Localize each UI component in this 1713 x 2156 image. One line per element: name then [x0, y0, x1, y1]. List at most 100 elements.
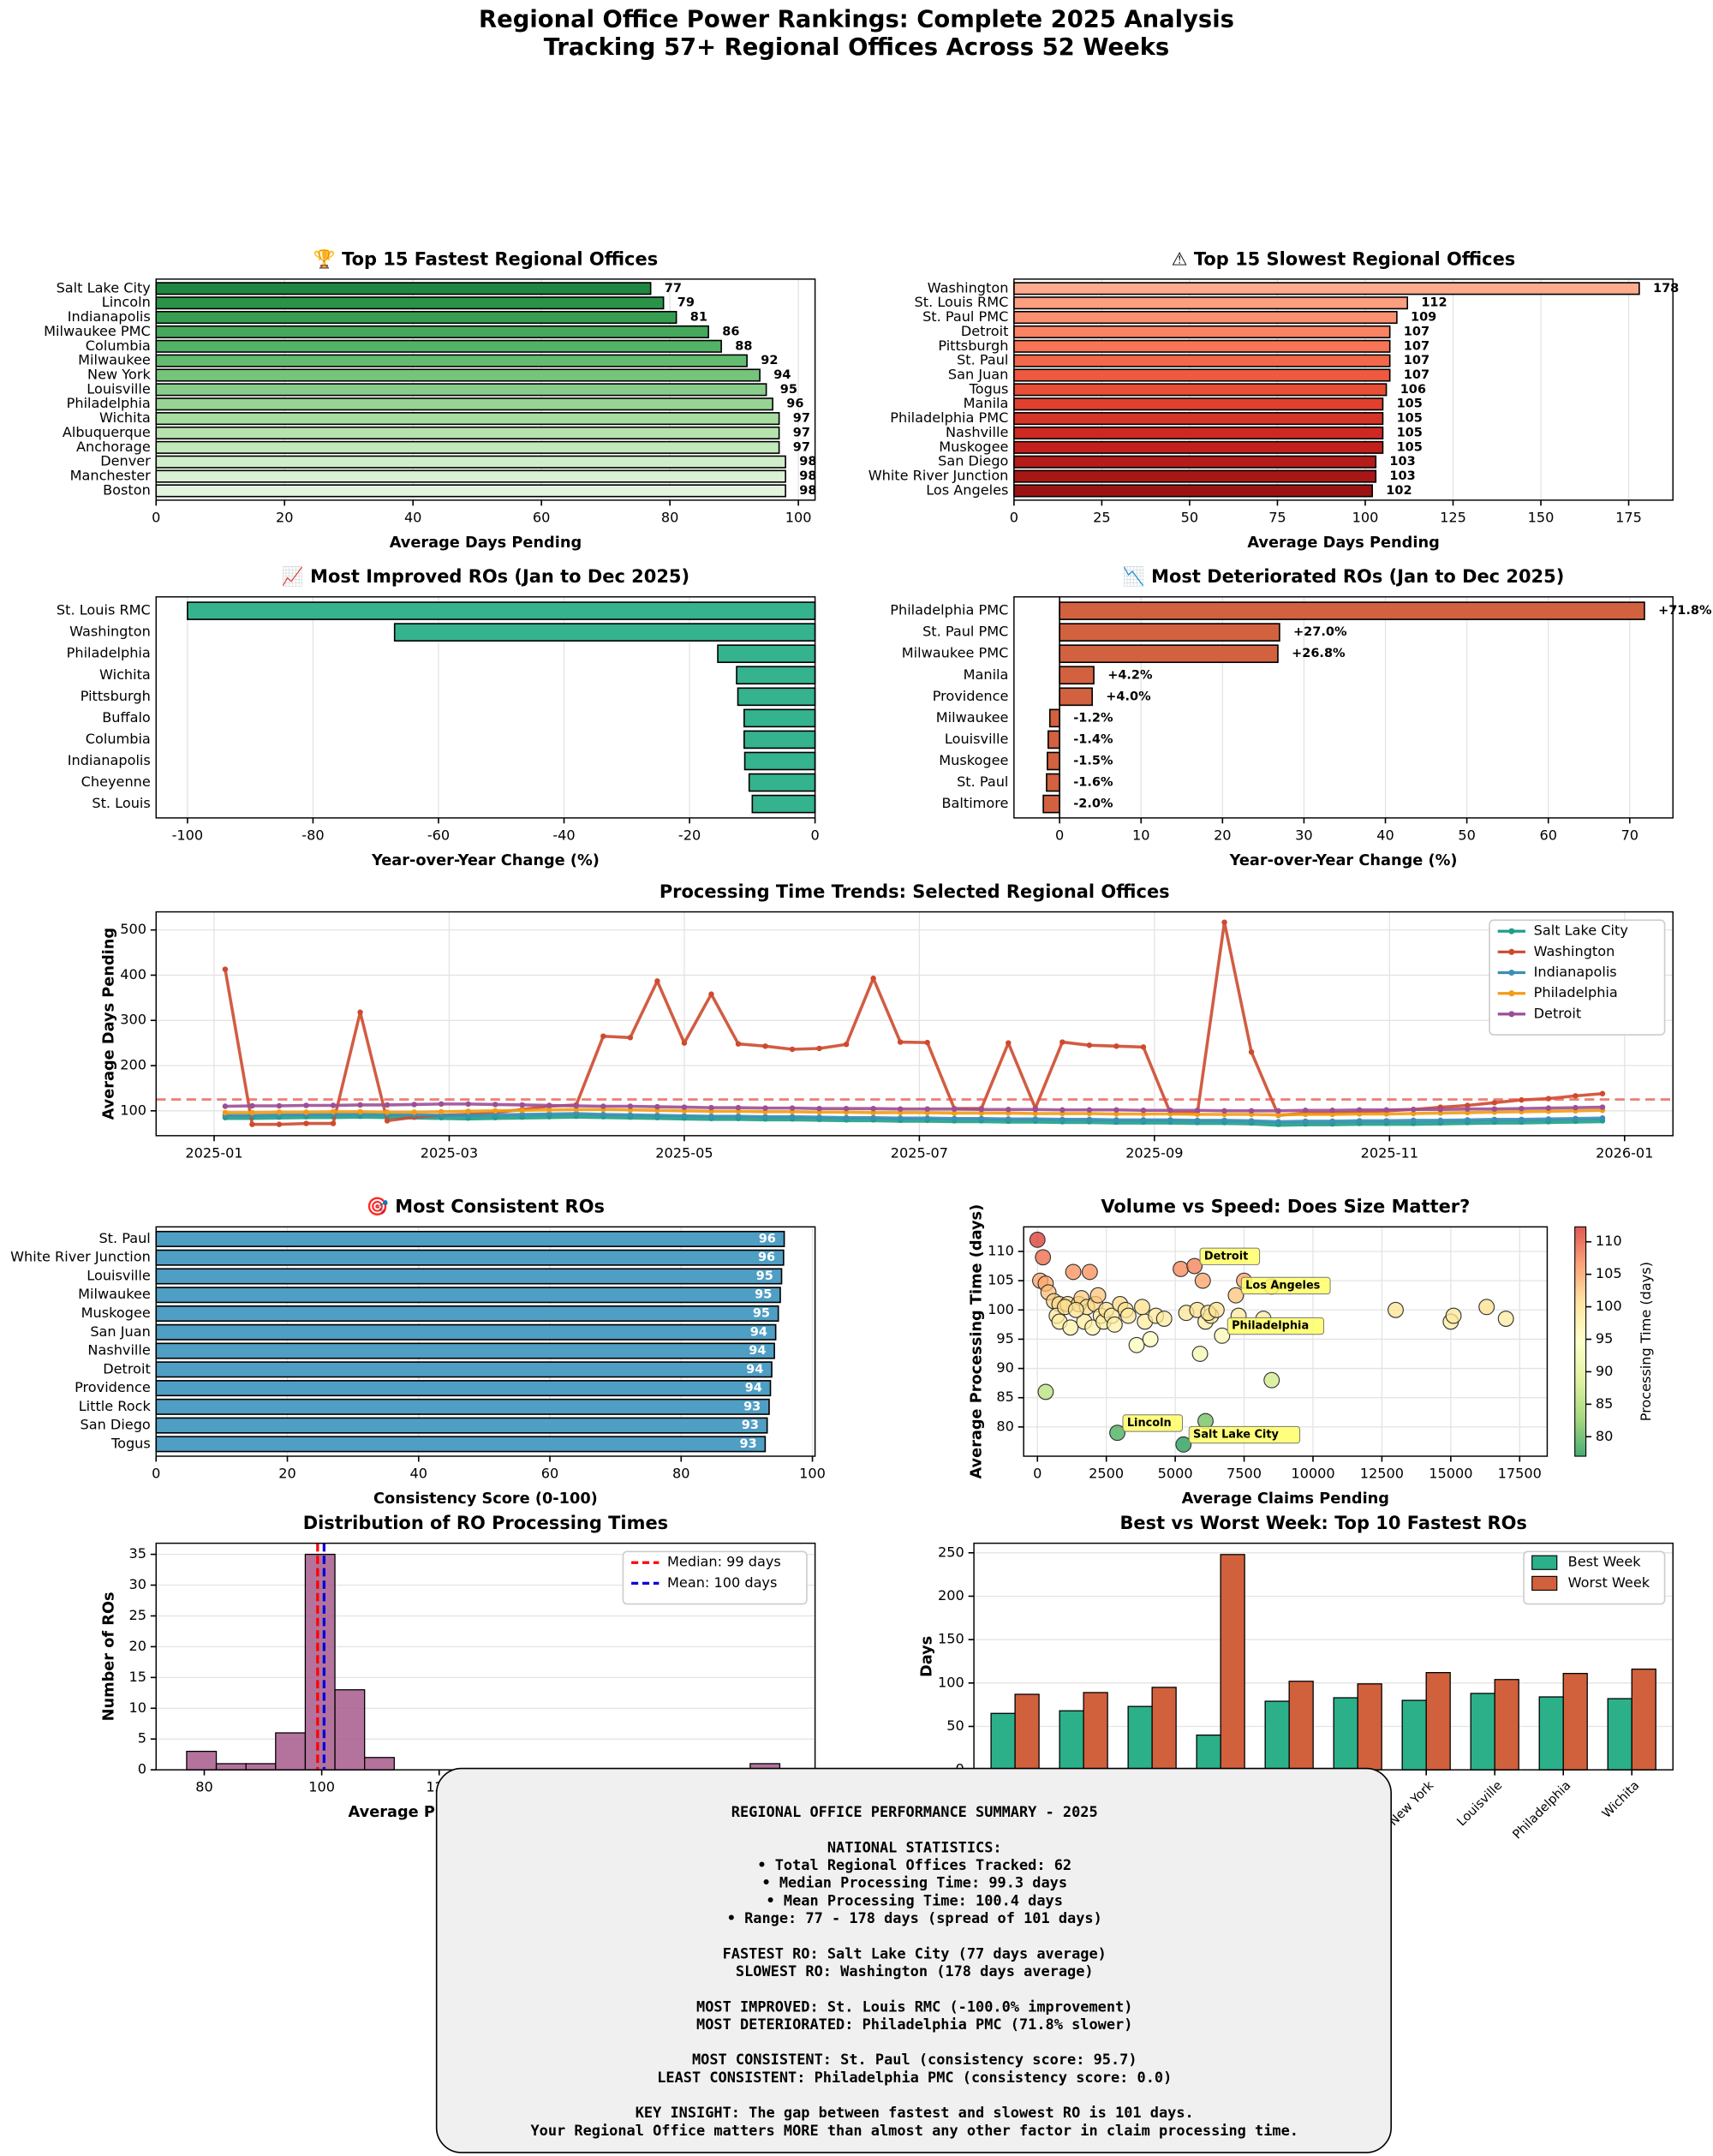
category-label: Lincoln	[102, 294, 151, 310]
bar	[1333, 1697, 1358, 1771]
value-label: 95	[753, 1307, 770, 1321]
bar	[1127, 1705, 1153, 1771]
value-label: 106	[1400, 383, 1426, 397]
point	[816, 1114, 822, 1120]
value-label: 88	[735, 339, 752, 353]
histogram-bar	[334, 1689, 366, 1771]
point	[1006, 1116, 1012, 1122]
bar	[1059, 644, 1279, 664]
x-tick-label: 0	[152, 1466, 160, 1482]
legend-box	[1489, 919, 1666, 1036]
x-axis-label: Year-over-Year Change (%)	[371, 852, 600, 869]
category-label: Pittsburgh	[938, 337, 1008, 354]
value-label: 102	[1386, 484, 1412, 498]
point	[1248, 1048, 1255, 1055]
point	[1383, 1118, 1389, 1124]
point	[465, 1101, 471, 1108]
value-label: 107	[1404, 368, 1429, 382]
bar	[1042, 794, 1060, 814]
bar	[743, 708, 816, 728]
point	[411, 1102, 417, 1108]
x-tick-label: Louisville	[1455, 1779, 1506, 1830]
category-label: Denver	[100, 453, 151, 469]
y-tick-label: 15	[128, 1669, 146, 1685]
point	[1006, 1040, 1012, 1046]
point	[1573, 1115, 1579, 1122]
bar	[155, 1398, 770, 1415]
category-label: Nashville	[87, 1342, 150, 1359]
axes-frame	[155, 596, 816, 819]
point	[897, 1039, 904, 1045]
point	[492, 1112, 498, 1118]
summary-line: SLOWEST RO: Washington (178 days average…	[736, 1962, 1094, 1980]
bar	[1631, 1668, 1656, 1771]
point	[1113, 1107, 1119, 1113]
x-tick-label: 60	[541, 1466, 558, 1482]
colorbar-tick-label: 110	[1596, 1233, 1622, 1249]
bar	[1046, 773, 1060, 792]
point	[519, 1108, 525, 1114]
value-label: +71.8%	[1658, 604, 1712, 618]
main-subtitle: Tracking 57+ Regional Offices Across 52 …	[544, 34, 1170, 61]
y-tick-label: 10	[128, 1699, 146, 1716]
colorbar-tick-label: 90	[1596, 1363, 1614, 1379]
point	[1109, 1424, 1125, 1442]
series-line	[224, 1112, 1603, 1124]
legend-marker	[1508, 969, 1515, 976]
point	[654, 978, 660, 984]
x-tick-label: 40	[1376, 827, 1394, 843]
bar	[1425, 1672, 1451, 1771]
point	[627, 1112, 634, 1118]
point	[1227, 1287, 1244, 1304]
point	[1465, 1117, 1471, 1123]
x-tick-label: -20	[678, 827, 701, 843]
value-label: +27.0%	[1293, 625, 1347, 639]
point	[1067, 1301, 1084, 1318]
category-label: Philadelphia	[67, 645, 151, 661]
category-label: Milwaukee	[78, 1286, 151, 1302]
bar	[155, 1323, 777, 1341]
point	[1059, 1039, 1065, 1045]
summary-line: REGIONAL OFFICE PERFORMANCE SUMMARY - 20…	[731, 1803, 1098, 1820]
x-tick-label: 2025-11	[1361, 1144, 1418, 1161]
y-tick-label: 200	[120, 1057, 146, 1073]
bar	[1059, 687, 1093, 707]
value-label: 97	[793, 440, 810, 454]
value-label: 107	[1404, 339, 1429, 353]
point	[1106, 1316, 1123, 1333]
point	[330, 1102, 337, 1108]
point	[735, 1113, 742, 1120]
point	[1221, 1108, 1227, 1114]
category-label: San Diego	[80, 1417, 150, 1433]
point	[465, 1112, 471, 1119]
bar	[717, 644, 816, 664]
point	[1086, 1042, 1093, 1048]
bar	[1013, 440, 1384, 454]
summary-line: • Mean Processing Time: 100.4 days	[767, 1891, 1063, 1908]
point	[1329, 1108, 1335, 1114]
point	[952, 1115, 958, 1122]
axes-frame	[1013, 596, 1674, 819]
point	[600, 1103, 606, 1109]
point	[627, 1103, 634, 1109]
annotation: Los Angeles	[1245, 1279, 1321, 1292]
point	[1214, 1327, 1231, 1344]
category-label: Providence	[75, 1379, 151, 1395]
value-label: -1.4%	[1073, 732, 1113, 746]
point	[1478, 1299, 1495, 1316]
x-tick-label: -80	[301, 827, 324, 843]
category-label: Milwaukee	[78, 352, 151, 368]
x-tick-label: 0	[1055, 827, 1064, 843]
x-tick-label: 5000	[1158, 1466, 1193, 1482]
value-label: 79	[677, 296, 695, 310]
bar	[155, 1417, 768, 1434]
bar	[1151, 1687, 1177, 1771]
x-tick-label: -40	[552, 827, 575, 843]
value-label: 93	[743, 1400, 761, 1413]
legend-label: Best Week	[1568, 1554, 1642, 1570]
x-tick-label: 20	[276, 509, 294, 525]
x-tick-label: 20	[278, 1466, 296, 1482]
series-line	[224, 1102, 1603, 1113]
point	[897, 1115, 904, 1121]
category-label: Salt Lake City	[57, 279, 152, 296]
